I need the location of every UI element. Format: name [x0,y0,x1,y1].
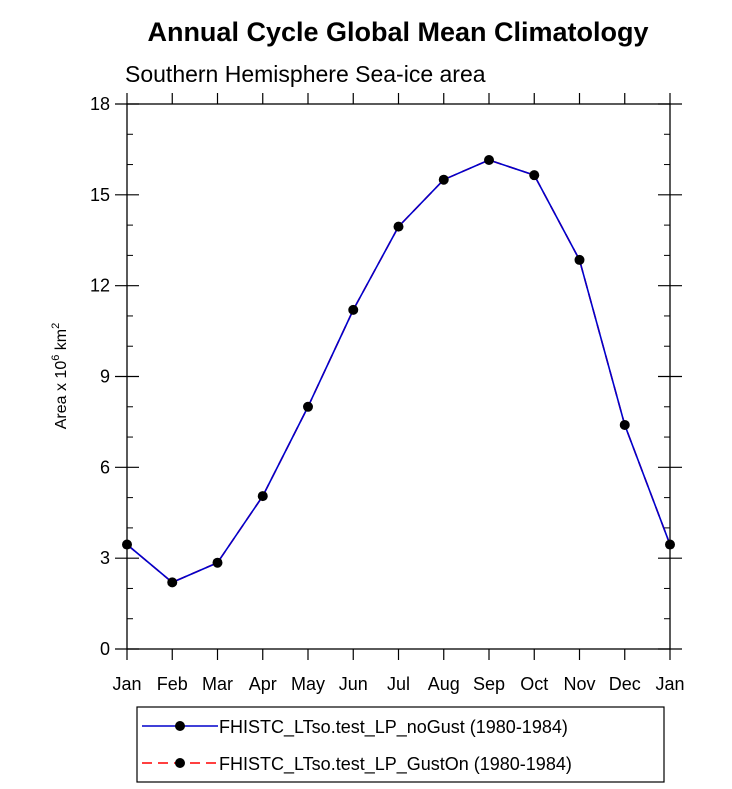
data-point [529,170,540,181]
data-point [167,577,178,588]
y-axis-title-exponent: 6 [50,355,62,361]
data-point [212,557,223,568]
y-axis-title: Area x 106 km2 [50,323,70,430]
x-tick-label: Jul [387,674,410,694]
x-tick-label: Jun [339,674,368,694]
x-tick-label: May [291,674,325,694]
y-tick-label: 6 [100,457,110,477]
x-tick-label: Apr [249,674,277,694]
data-point [393,221,404,232]
x-tick-label: Feb [157,674,188,694]
chart-subtitle: Southern Hemisphere Sea-ice area [125,61,486,87]
x-tick-label: Oct [520,674,548,694]
chart-title: Annual Cycle Global Mean Climatology [147,17,648,47]
data-point [257,491,268,502]
legend-label-series-1: FHISTC_LTso.test_LP_noGust (1980-1984) [219,717,568,738]
y-axis-title-unit: km [53,329,70,355]
x-tick-label: Sep [473,674,505,694]
x-tick-label: Dec [609,674,641,694]
data-markers [122,155,675,588]
x-tick-label: Mar [202,674,233,694]
legend-marker-series-1 [175,721,185,731]
y-tick-label: 12 [90,276,110,296]
data-point [438,174,449,185]
y-axis-title-unit-exponent: 2 [50,323,62,329]
data-point [303,401,313,412]
legend-box [136,706,665,783]
x-tick-label: Aug [428,674,460,694]
y-tick-label: 9 [100,367,110,387]
plot-frame [126,103,671,650]
data-point [619,419,630,430]
legend: FHISTC_LTso.test_LP_noGust (1980-1984) F… [136,706,665,783]
y-tick-label: 15 [90,185,110,205]
x-tick-label: Jan [112,674,141,694]
y-tick-label: 3 [100,548,110,568]
y-tick-label: 18 [90,94,110,114]
data-point [348,304,359,315]
y-axis-title-prefix: Area x 10 [53,361,70,430]
x-tick-label: Jan [655,674,684,694]
axis-ticks [115,93,682,660]
data-point [574,254,585,265]
legend-marker-series-2 [175,758,185,768]
tick-labels: 0 3 6 9 12 15 18 Jan Feb Mar Apr May Jun Jul Aug Sep Oct… [90,94,685,694]
legend-label-series-2: FHISTC_LTso.test_LP_GustOn (1980-1984) [219,754,572,775]
y-tick-label: 0 [100,639,110,659]
data-point [484,155,494,166]
x-tick-label: Nov [563,674,595,694]
